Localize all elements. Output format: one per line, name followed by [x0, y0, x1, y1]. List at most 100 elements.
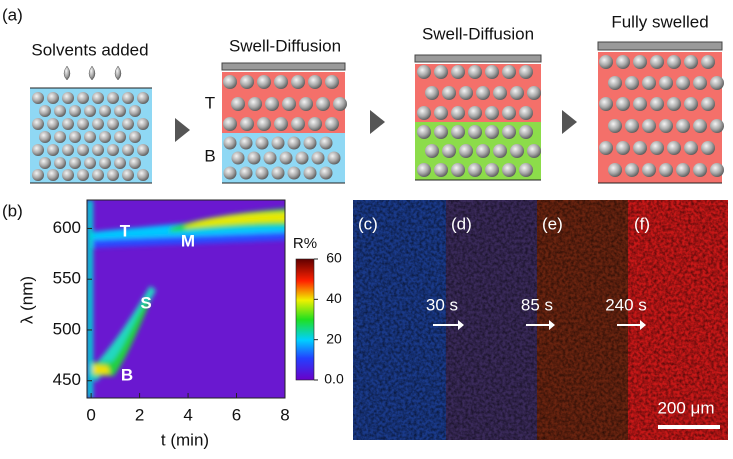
particle — [599, 141, 613, 155]
particle — [263, 151, 277, 165]
plot-frame — [86, 199, 286, 399]
arrow — [562, 110, 577, 134]
particle — [92, 144, 104, 156]
particle — [291, 75, 305, 89]
particle — [459, 86, 473, 100]
particle — [308, 75, 322, 89]
particle — [122, 92, 134, 104]
droplet — [63, 65, 71, 81]
particle — [693, 163, 707, 177]
particle — [271, 136, 285, 150]
particle — [137, 169, 149, 181]
particle — [625, 119, 639, 133]
particle — [519, 125, 533, 139]
panel-label: (d) — [451, 214, 472, 233]
droplet — [114, 65, 122, 81]
particle — [434, 106, 448, 120]
particle — [510, 144, 524, 158]
particle — [684, 55, 698, 69]
particle — [77, 92, 89, 104]
particle — [417, 65, 431, 79]
particle — [476, 86, 490, 100]
arrow-head — [458, 320, 464, 330]
particle — [476, 144, 490, 158]
annotation: M — [181, 231, 195, 250]
particle — [107, 92, 119, 104]
particle — [527, 86, 541, 100]
particle — [417, 163, 431, 177]
particle — [54, 131, 66, 143]
particle — [417, 106, 431, 120]
particle — [459, 144, 473, 158]
time-label: 240 s — [605, 295, 647, 314]
particle — [502, 125, 516, 139]
x-tick-label: 4 — [183, 405, 192, 424]
particle — [287, 166, 301, 180]
particle — [319, 166, 333, 180]
particle — [137, 144, 149, 156]
particle — [69, 131, 81, 143]
particle — [39, 105, 51, 117]
particle — [54, 157, 66, 169]
particle — [599, 97, 613, 111]
layer — [598, 52, 722, 183]
particle — [271, 166, 285, 180]
particle — [493, 144, 507, 158]
particle — [502, 65, 516, 79]
particle — [223, 136, 237, 150]
particle — [137, 92, 149, 104]
particle — [327, 151, 341, 165]
particle — [451, 125, 465, 139]
particle — [667, 97, 681, 111]
particle — [468, 106, 482, 120]
particle — [77, 144, 89, 156]
particle — [633, 97, 647, 111]
particle — [92, 169, 104, 181]
particle — [325, 75, 339, 89]
particle — [303, 166, 317, 180]
colorbar-tick-label: 20 — [326, 330, 342, 346]
particle — [676, 76, 690, 90]
particle — [693, 76, 707, 90]
particle — [84, 105, 96, 117]
particle — [633, 55, 647, 69]
particle — [303, 136, 317, 150]
panel-label: (e) — [542, 214, 563, 233]
particle — [510, 86, 524, 100]
particle — [485, 65, 499, 79]
particle — [77, 118, 89, 130]
plate — [597, 41, 723, 51]
x-tick-label: 8 — [280, 405, 289, 424]
annotation: T — [120, 221, 131, 240]
particle — [701, 141, 715, 155]
particle — [519, 106, 533, 120]
colorbar-tick-label: 0.0 — [324, 371, 344, 387]
particle — [129, 131, 141, 143]
particle — [710, 163, 724, 177]
y-tick-label: 550 — [53, 269, 81, 288]
particle — [223, 117, 237, 131]
particle — [676, 119, 690, 133]
arrow-head — [549, 320, 555, 330]
particle — [676, 163, 690, 177]
particle — [47, 118, 59, 130]
particle — [434, 65, 448, 79]
particle — [240, 117, 254, 131]
particle — [468, 65, 482, 79]
particle — [684, 97, 698, 111]
particle — [92, 118, 104, 130]
panel-label: (c) — [358, 214, 378, 233]
particle — [493, 86, 507, 100]
panel-label: (f) — [634, 214, 650, 233]
particle — [417, 125, 431, 139]
particle — [129, 157, 141, 169]
particle — [659, 119, 673, 133]
particle — [502, 106, 516, 120]
layer-label: B — [204, 146, 215, 165]
particle — [32, 118, 44, 130]
particle — [434, 125, 448, 139]
particle — [122, 144, 134, 156]
particle — [239, 136, 253, 150]
particle — [231, 151, 245, 165]
particle — [107, 169, 119, 181]
